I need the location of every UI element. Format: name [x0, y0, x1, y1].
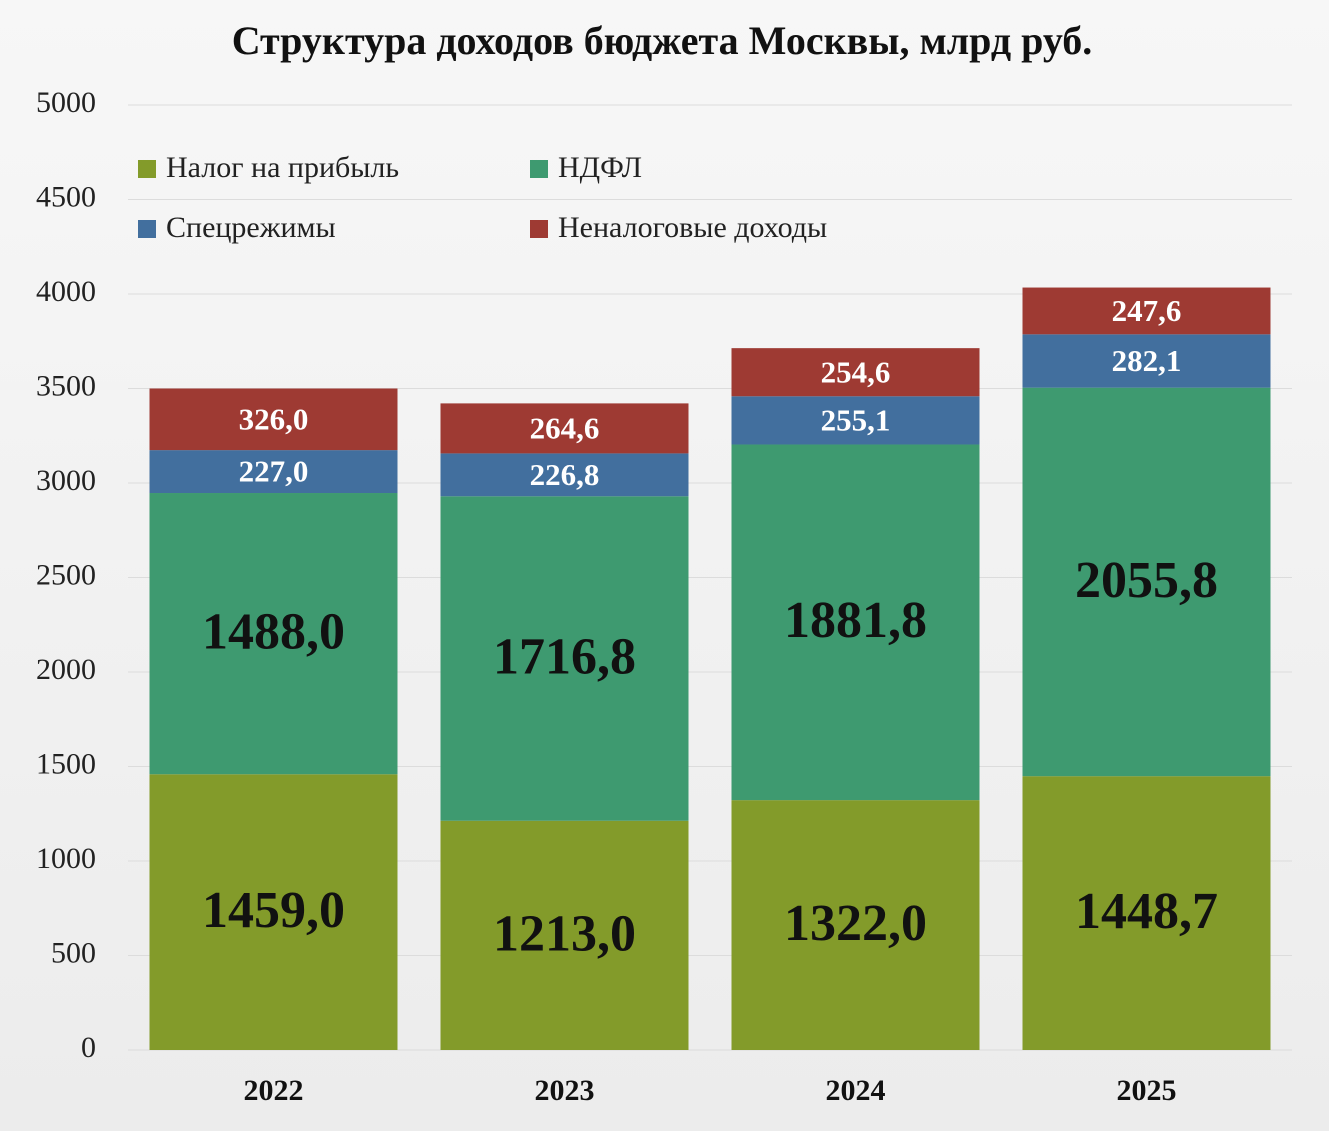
- legend-label: Налог на прибыль: [166, 151, 399, 184]
- bar-segment: [731, 444, 980, 801]
- x-tick-label: 2023: [535, 1074, 595, 1107]
- bar-segment: [440, 403, 689, 454]
- bar-segment: [149, 450, 398, 494]
- y-tick-label: 500: [51, 936, 96, 969]
- data-label: 226,8: [530, 457, 600, 492]
- bar-segment: [1022, 334, 1271, 388]
- data-label: 264,6: [530, 411, 600, 446]
- y-tick-label: 2000: [36, 653, 96, 686]
- y-tick-label: 4000: [36, 275, 96, 308]
- bar-segment: [149, 493, 398, 775]
- legend-label: Спецрежимы: [166, 211, 336, 244]
- data-label: 1213,0: [493, 905, 636, 962]
- bar-segment: [149, 388, 398, 451]
- data-label: 1881,8: [784, 592, 927, 649]
- bar-segment: [440, 820, 689, 1050]
- data-label: 2055,8: [1075, 552, 1218, 609]
- bar-segment: [440, 453, 689, 497]
- data-label: 1459,0: [202, 882, 345, 939]
- legend-label: НДФЛ: [558, 151, 642, 184]
- bar-segment: [1022, 776, 1271, 1050]
- bar-segment: [1022, 287, 1271, 335]
- y-tick-label: 3000: [36, 464, 96, 497]
- data-label: 255,1: [821, 402, 891, 437]
- y-tick-label: 3500: [36, 369, 96, 402]
- x-tick-label: 2024: [826, 1074, 886, 1107]
- bar-segment: [149, 774, 398, 1050]
- x-tick-label: 2025: [1117, 1074, 1177, 1107]
- bar-segment: [731, 348, 980, 397]
- legend-swatch: [530, 220, 548, 238]
- data-label: 1322,0: [784, 895, 927, 952]
- legend-swatch: [138, 220, 156, 238]
- data-label: 1448,7: [1075, 883, 1218, 940]
- data-label: 1488,0: [202, 604, 345, 661]
- y-tick-label: 4500: [36, 180, 96, 213]
- bar-segment: [731, 396, 980, 445]
- y-tick-label: 1000: [36, 842, 96, 875]
- bar-segment: [731, 800, 980, 1050]
- x-tick-label: 2022: [244, 1074, 304, 1107]
- y-tick-label: 0: [81, 1031, 96, 1064]
- bar-segment: [1022, 387, 1271, 777]
- data-label: 227,0: [239, 454, 309, 489]
- legend-label: Неналоговые доходы: [558, 211, 827, 244]
- data-label: 247,6: [1112, 293, 1182, 328]
- y-tick-label: 2500: [36, 558, 96, 591]
- y-tick-label: 5000: [36, 86, 96, 119]
- data-label: 254,6: [821, 354, 891, 389]
- data-label: 326,0: [239, 401, 309, 436]
- data-label: 1716,8: [493, 628, 636, 685]
- legend-swatch: [138, 160, 156, 178]
- y-tick-label: 1500: [36, 747, 96, 780]
- chart-title: Структура доходов бюджета Москвы, млрд р…: [232, 18, 1093, 63]
- legend-swatch: [530, 160, 548, 178]
- bar-segment: [440, 496, 689, 821]
- data-label: 282,1: [1112, 343, 1182, 378]
